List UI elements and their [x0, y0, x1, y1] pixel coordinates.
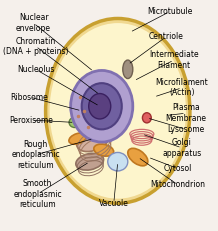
Text: Cytosol: Cytosol [164, 164, 192, 173]
Text: Nucleolus: Nucleolus [17, 65, 54, 74]
Text: Nuclear
envelope: Nuclear envelope [16, 13, 51, 33]
Ellipse shape [142, 113, 151, 123]
Ellipse shape [108, 152, 128, 171]
Text: Golgi
apparatus: Golgi apparatus [162, 138, 202, 158]
Text: Vacuole: Vacuole [99, 199, 129, 208]
Text: Ribosome: Ribosome [11, 93, 48, 101]
Text: Intermediate
Filament: Intermediate Filament [149, 50, 199, 70]
Text: Microtubule: Microtubule [147, 7, 192, 16]
Ellipse shape [71, 70, 133, 142]
Text: Chromatin
(DNA + proteins): Chromatin (DNA + proteins) [3, 36, 68, 56]
Ellipse shape [123, 60, 133, 79]
Ellipse shape [89, 94, 111, 119]
Text: Peroxisome: Peroxisome [10, 116, 53, 125]
Text: Plasma
Membrane: Plasma Membrane [165, 103, 206, 123]
Ellipse shape [69, 117, 80, 128]
Ellipse shape [82, 83, 122, 129]
Text: Centriole: Centriole [148, 33, 183, 41]
Text: Mitochondrion: Mitochondrion [150, 180, 205, 189]
Ellipse shape [94, 144, 114, 156]
Ellipse shape [69, 133, 87, 144]
Ellipse shape [128, 148, 148, 166]
Text: Lysosome: Lysosome [167, 125, 204, 134]
Ellipse shape [76, 153, 104, 170]
Ellipse shape [50, 23, 186, 199]
Ellipse shape [46, 18, 190, 203]
Text: Smooth
endoplasmic
reticulum: Smooth endoplasmic reticulum [13, 179, 62, 209]
Text: Rough
endoplasmic
reticulum: Rough endoplasmic reticulum [11, 140, 60, 170]
Text: Microfilament
(Actin): Microfilament (Actin) [156, 78, 208, 97]
Ellipse shape [77, 126, 111, 152]
